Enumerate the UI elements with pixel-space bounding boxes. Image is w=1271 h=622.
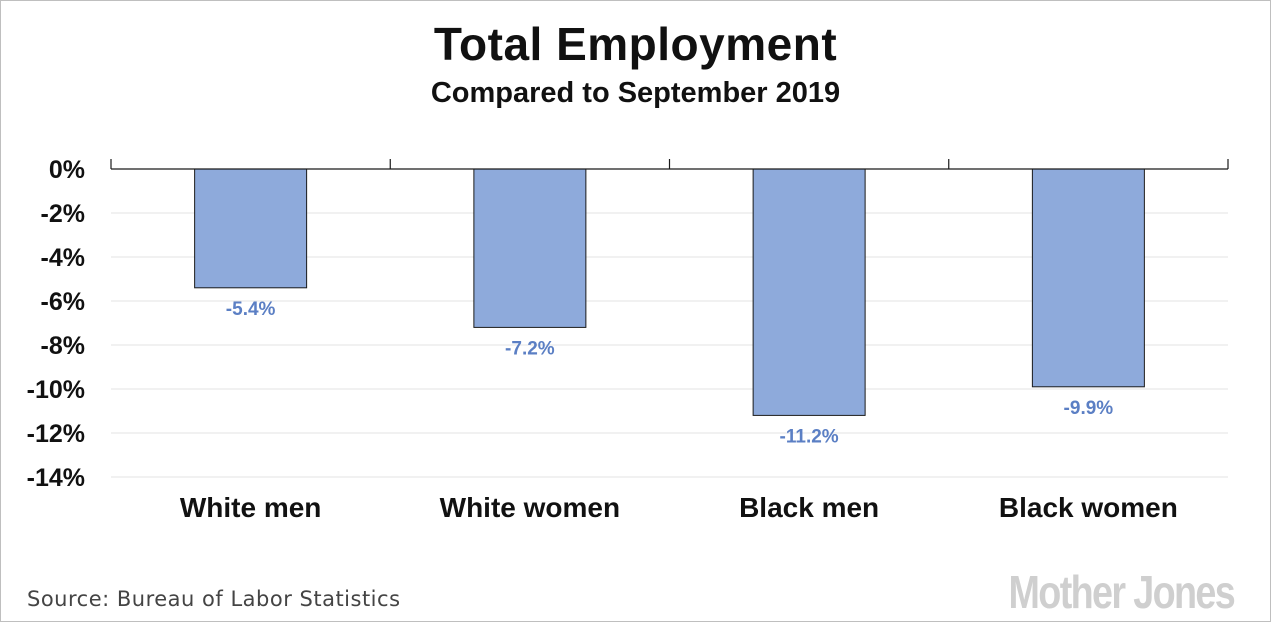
- bar: [194, 168, 308, 289]
- data-label: -11.2%: [780, 426, 839, 447]
- y-tick-label: -8%: [41, 332, 85, 360]
- bar: [1031, 168, 1145, 388]
- y-tick-label: -12%: [27, 420, 85, 448]
- chart-subtitle: Compared to September 2019: [430, 77, 841, 109]
- y-tick-label: -4%: [41, 244, 85, 272]
- y-tick-label: -2%: [41, 200, 85, 228]
- bar: [473, 168, 587, 328]
- chart-title: Total Employment: [433, 18, 838, 70]
- category-label: White men: [180, 492, 322, 523]
- category-label: Black men: [739, 492, 879, 523]
- data-label: -5.4%: [226, 299, 276, 320]
- y-tick-label: 0%: [49, 156, 85, 184]
- bar: [752, 168, 866, 416]
- data-label: -9.9%: [1064, 398, 1114, 419]
- y-tick-label: -10%: [27, 376, 85, 404]
- category-label: Black women: [999, 492, 1178, 523]
- data-label: -7.2%: [505, 338, 555, 359]
- y-tick-label: -14%: [27, 464, 85, 492]
- source-note: Source: Bureau of Labor Statistics: [27, 587, 401, 611]
- y-tick-label: -6%: [41, 288, 85, 316]
- mother-jones-logo: Mother Jones: [1008, 566, 1235, 618]
- category-label: White women: [440, 492, 620, 523]
